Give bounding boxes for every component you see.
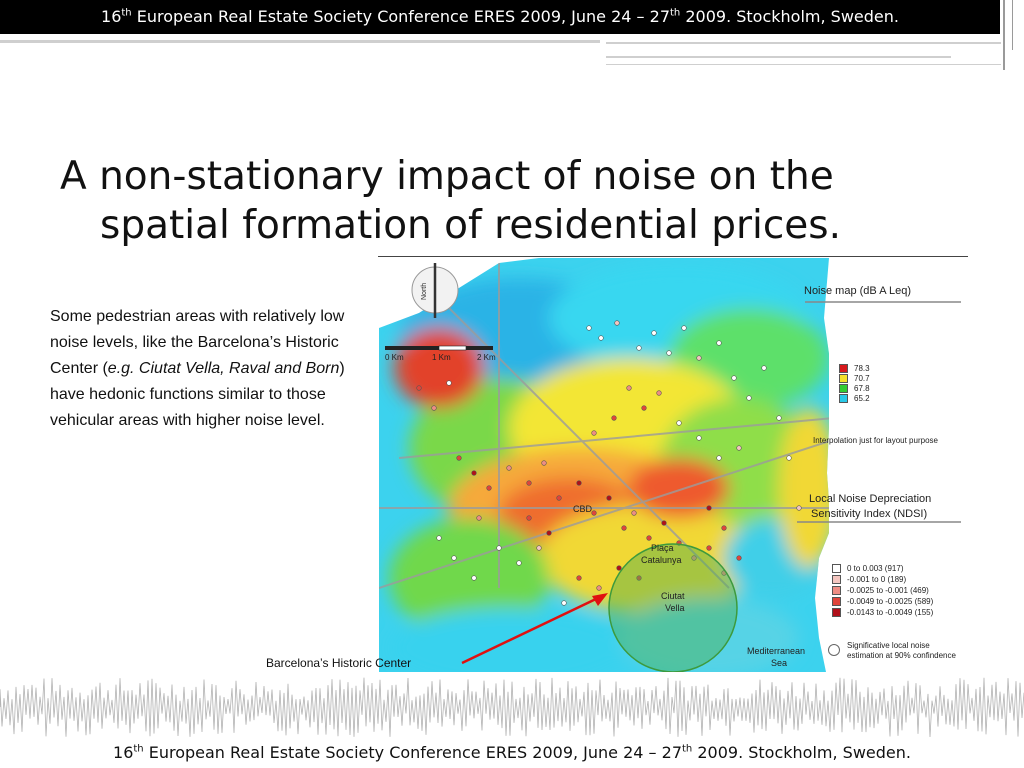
waveform-decoration [0, 677, 1024, 738]
scale-label-0: 0 Km [385, 353, 404, 362]
noise-legend-title: Noise map (dB A Leq) [804, 285, 912, 297]
map-label-ciutat: Ciutat [661, 591, 685, 601]
interpolation-note: Interpolation just for layout purpose [813, 436, 938, 445]
noise-map-figure: North 0 Km 1 Km 2 Km Noise map (dB A Leq… [379, 258, 971, 672]
ndsi-legend-row-5: -0.0143 to -0.0049 (155) [832, 608, 933, 618]
waveform-line [0, 677, 1024, 738]
header-text: 16th European Real Estate Society Confer… [101, 7, 899, 26]
map-label-sea-1: Mediterranean [747, 646, 806, 656]
ndsi-legend-swatch [832, 597, 841, 607]
historic-center-caption: Barcelona’s Historic Center [266, 656, 412, 670]
noise-legend-swatch [839, 384, 848, 394]
ndsi-legend-row-4: -0.0049 to -0.0025 (589) [832, 597, 933, 607]
body-paragraph: Some pedestrian areas with relatively lo… [50, 308, 345, 429]
ndsi-legend-row-2: -0.001 to 0 (189) [832, 575, 906, 585]
header-deco-line-2 [606, 42, 1001, 44]
scale-bar [385, 345, 493, 351]
map-label-catalunya: Catalunya [641, 555, 682, 565]
noise-legend-swatch [839, 374, 848, 384]
north-label: North [421, 282, 428, 300]
slide-title: A non-stationary impact of noise on the … [60, 152, 960, 250]
header-deco-line-1 [0, 40, 600, 43]
ndsi-legend-swatch [832, 575, 841, 585]
significance-note-line-2: estimation at 90% confindence [847, 651, 956, 660]
footer-text: 16th European Real Estate Society Confer… [113, 743, 911, 762]
north-arrow-icon [411, 263, 459, 318]
scale-label-2: 2 Km [477, 353, 496, 362]
title-underline [378, 256, 968, 257]
scale-label-1: 1 Km [432, 353, 451, 362]
noise-legend-row-2: 70.7 [839, 374, 870, 384]
slide-title-line-1: A non-stationary impact of noise on the [60, 154, 834, 199]
slide-title-line-2: spatial formation of residential prices. [100, 203, 841, 248]
map-label-cbd: CBD [573, 504, 593, 514]
ndsi-legend-swatch [832, 608, 841, 618]
noise-legend-row-1: 78.3 [839, 364, 870, 374]
observation-points [416, 320, 802, 606]
map-label-vella: Vella [665, 603, 685, 613]
ndsi-title-line-2: Sensitivity Index (NDSI) [811, 508, 928, 520]
ndsi-title-line-1: Local Noise Depreciation [809, 493, 932, 505]
map-label-sea-2: Sea [771, 658, 788, 668]
ndsi-legend-row-3: -0.0025 to -0.001 (469) [832, 586, 929, 596]
header-deco-vline-1 [1003, 0, 1005, 70]
ndsi-legend-swatch [832, 586, 841, 596]
header-deco-vline-2 [1012, 0, 1013, 50]
header-deco-line-4 [606, 64, 1001, 65]
ndsi-legend-row-1: 0 to 0.003 (917) [832, 564, 903, 574]
historic-center-circle [608, 543, 738, 672]
header-bar: 16th European Real Estate Society Confer… [0, 0, 1000, 34]
noise-legend-swatch [839, 364, 848, 374]
significance-note-line-1: Significative local noise [847, 641, 930, 650]
map-label-placa: Plaça [651, 543, 674, 553]
noise-legend-swatch [839, 394, 848, 404]
ndsi-legend-swatch [832, 564, 841, 574]
header-deco-line-3 [606, 56, 951, 58]
noise-legend-row-3: 67.8 [839, 384, 870, 394]
noise-legend-row-4: 65.2 [839, 394, 870, 404]
